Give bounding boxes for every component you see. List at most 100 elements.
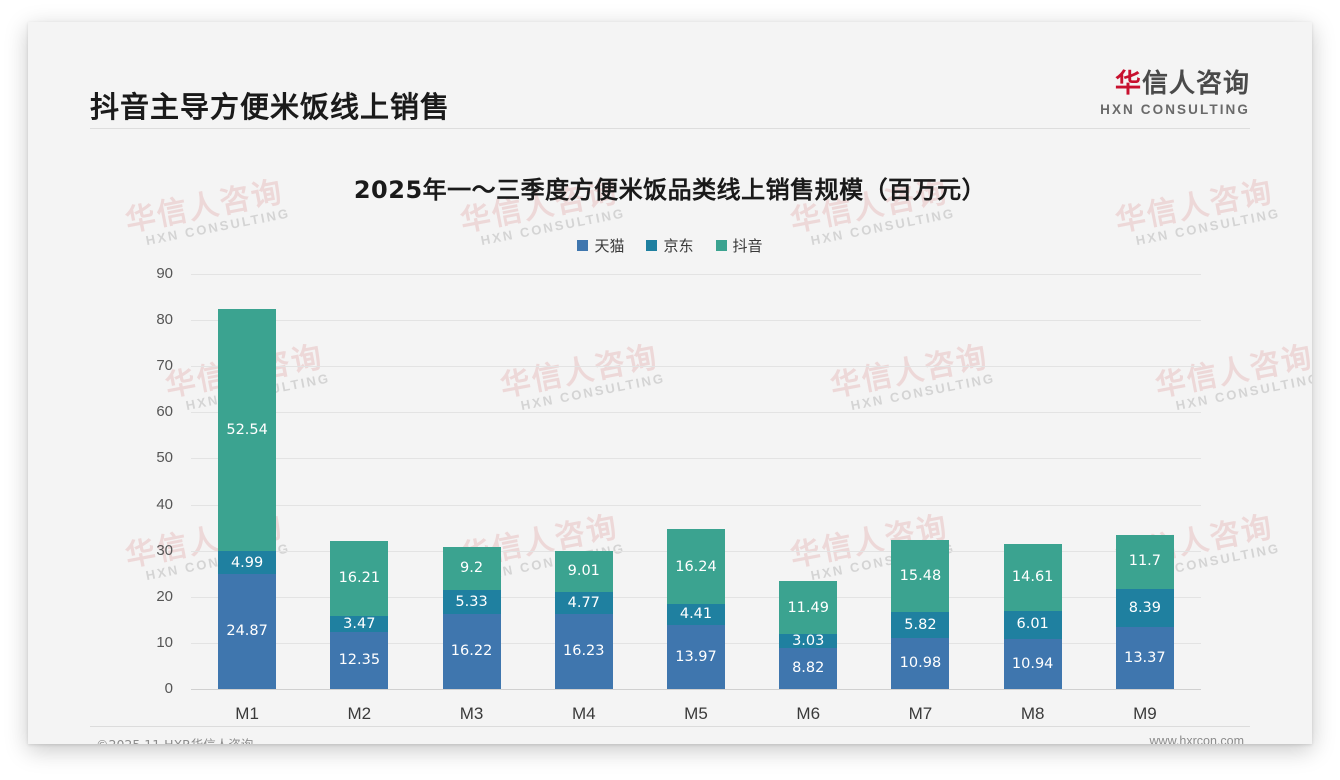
- bar-column-M4[interactable]: 16.23 4.77 9.01: [554, 550, 613, 689]
- x-axis-tick-label: M4: [571, 704, 596, 723]
- bar-value-label: 13.37: [1124, 649, 1166, 666]
- company-logo: 华信人咨询 HXN CONSULTING: [1100, 70, 1250, 117]
- bar-segment-抖音[interactable]: 52.54: [218, 309, 277, 552]
- bar-segment-天猫[interactable]: 16.23: [554, 614, 613, 689]
- bar-segment-京东[interactable]: 5.82: [891, 611, 950, 639]
- gridline: [191, 458, 1201, 460]
- bar-value-label: 4.99: [230, 554, 264, 571]
- bar-segment-天猫[interactable]: 12.35: [330, 632, 389, 689]
- x-axis-tick-label: M6: [796, 704, 821, 723]
- gridline: [191, 274, 1201, 275]
- bar-value-label: 3.47: [343, 616, 376, 632]
- bar-segment-天猫[interactable]: 10.98: [891, 638, 950, 689]
- footer-copyright: ©2025.11 HXR华信人咨询: [96, 734, 253, 744]
- bar-value-label: 4.77: [567, 594, 600, 611]
- bar-value-label: 9.2: [460, 560, 484, 577]
- y-axis-tick-label: 0: [164, 680, 173, 697]
- bar-segment-天猫[interactable]: 8.82: [779, 648, 838, 689]
- x-axis-tick-label: M3: [459, 704, 484, 723]
- bar-value-label: 8.39: [1128, 599, 1162, 616]
- slide-header: 抖音主导方便米饭线上销售 华信人咨询 HXN CONSULTING: [28, 22, 1312, 130]
- bar-column-M2[interactable]: 12.35 3.47 16.21: [330, 541, 389, 689]
- bar-value-label: 11.7: [1128, 553, 1162, 570]
- bar-segment-天猫[interactable]: 24.87: [218, 574, 277, 689]
- bar-column-M9[interactable]: 13.37 8.39 11.7: [1115, 534, 1174, 689]
- bar-value-label: 12.35: [338, 652, 381, 669]
- bar-column-M3[interactable]: 16.22 5.33 9.2: [442, 547, 501, 689]
- bar-value-label: 11.49: [787, 599, 829, 616]
- legend-item-天猫[interactable]: 天猫: [577, 235, 624, 256]
- y-axis-tick-label: 10: [156, 633, 173, 651]
- bar-value-label: 8.82: [792, 660, 825, 677]
- bar-segment-抖音[interactable]: 16.24: [667, 529, 725, 605]
- gridline: [191, 689, 1201, 690]
- page-title: 抖音主导方便米饭线上销售: [90, 90, 451, 124]
- bar-segment-抖音[interactable]: 16.21: [330, 541, 389, 617]
- bar-segment-天猫[interactable]: 13.97: [667, 624, 725, 689]
- chart-plot-area: 0 10 20 30 40 50 60 70 80 90 24.87 4.99 52.54 M1 12.35…: [156, 265, 1201, 723]
- x-axis-tick-label: M7: [908, 704, 933, 723]
- bar-value-label: 16.23: [563, 643, 605, 660]
- bar-segment-天猫[interactable]: 10.94: [1003, 638, 1062, 689]
- bar-segment-抖音[interactable]: 15.48: [891, 540, 950, 612]
- legend-swatch-icon: [577, 240, 589, 251]
- legend-swatch-icon: [646, 240, 658, 251]
- legend-item-京东[interactable]: 京东: [646, 235, 694, 256]
- bar-value-label: 13.97: [675, 648, 717, 665]
- x-axis-tick-label: M9: [1133, 704, 1157, 723]
- y-axis-tick-label: 40: [156, 495, 173, 513]
- legend-item-抖音[interactable]: 抖音: [715, 235, 763, 256]
- bar-segment-京东[interactable]: 4.77: [554, 592, 613, 615]
- bar-segment-抖音[interactable]: 11.7: [1115, 534, 1174, 589]
- legend-label: 京东: [663, 237, 694, 255]
- bar-column-M6[interactable]: 8.82 3.03 11.49: [779, 581, 838, 689]
- bar-column-M8[interactable]: 10.94 6.01 14.61: [1003, 543, 1062, 689]
- y-axis-tick-label: 70: [156, 357, 173, 375]
- logo-chinese-text: 华信人咨询: [1100, 70, 1250, 99]
- x-axis-tick-label: M1: [235, 704, 259, 723]
- bar-segment-京东[interactable]: 3.47: [330, 616, 389, 633]
- bar-segment-抖音[interactable]: 9.01: [554, 550, 613, 593]
- legend-label: 天猫: [594, 237, 625, 255]
- footer-divider: [90, 726, 1250, 727]
- bar-segment-京东[interactable]: 3.03: [779, 634, 838, 649]
- header-divider: [90, 128, 1250, 129]
- bar-segment-抖音[interactable]: 14.61: [1003, 543, 1062, 611]
- bar-segment-天猫[interactable]: 16.22: [442, 614, 501, 689]
- bar-column-M1[interactable]: 24.87 4.99 52.54: [218, 309, 277, 689]
- chart-title: 2025年一～三季度方便米饭品类线上销售规模（百万元）: [353, 176, 987, 204]
- bar-value-label: 52.54: [226, 421, 268, 438]
- x-axis-tick-label: M5: [684, 704, 708, 723]
- bar-column-M5[interactable]: 13.97 4.41 16.24: [667, 529, 725, 689]
- bar-segment-天猫[interactable]: 13.37: [1115, 627, 1174, 689]
- bar-segment-京东[interactable]: 5.33: [442, 589, 501, 615]
- y-axis-tick-label: 20: [156, 587, 173, 605]
- bar-value-label: 3.03: [792, 634, 825, 649]
- bar-value-label: 4.41: [679, 606, 713, 623]
- bar-segment-抖音[interactable]: 9.2: [442, 547, 501, 590]
- legend-label: 抖音: [732, 237, 763, 255]
- x-axis-tick-label: M2: [347, 704, 372, 723]
- bar-value-label: 9.01: [567, 563, 600, 580]
- logo-rest-chars: 信人咨询: [1141, 69, 1250, 99]
- bar-value-label: 16.22: [450, 643, 493, 660]
- gridline: [191, 320, 1201, 322]
- bar-segment-京东[interactable]: 4.99: [218, 551, 277, 575]
- bar-value-label: 5.82: [904, 616, 937, 633]
- chart-legend: 天猫 京东 抖音: [28, 235, 1312, 256]
- bar-value-label: 5.33: [455, 593, 488, 610]
- bar-segment-抖音[interactable]: 11.49: [779, 581, 838, 635]
- footer-website[interactable]: www.hxrcon.com: [1149, 734, 1244, 744]
- bar-segment-京东[interactable]: 4.41: [667, 604, 725, 625]
- bar-segment-京东[interactable]: 8.39: [1115, 588, 1174, 628]
- bar-column-M7[interactable]: 10.98 5.82 15.48: [891, 540, 950, 689]
- bar-value-label: 10.98: [899, 655, 942, 672]
- chart-plot-wrapper: 0 10 20 30 40 50 60 70 80 90 24.87 4.99 52.54 M1 12.35…: [28, 265, 1312, 736]
- bar-value-label: 16.24: [675, 558, 717, 575]
- bar-segment-京东[interactable]: 6.01: [1003, 610, 1062, 639]
- bar-value-label: 6.01: [1016, 616, 1049, 633]
- y-axis-tick-label: 30: [156, 541, 173, 559]
- gridline: [191, 366, 1201, 368]
- y-axis-tick-label: 90: [156, 265, 173, 282]
- y-axis-tick-label: 60: [156, 403, 173, 421]
